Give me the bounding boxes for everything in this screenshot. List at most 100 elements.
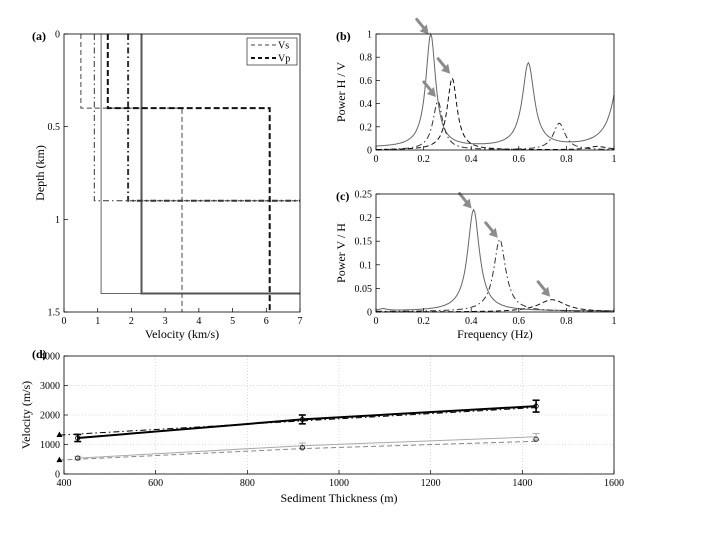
panel-d: (d) 400 600 800 1000 1200 1400 1600 0 1000 2000 3… <box>19 347 624 505</box>
panel-d-y-label: Velocity (m/s) <box>19 381 33 449</box>
panel-c-series <box>375 208 615 313</box>
x-tick-label: 0.2 <box>417 316 430 327</box>
panel-b-frame <box>375 33 615 151</box>
circle-marker <box>533 436 539 442</box>
panel-label-d: (d) <box>32 347 47 361</box>
peak-arrow-head <box>419 24 429 35</box>
panel-a: (a) 0 1 2 3 4 5 6 7 0 0.5 1 1.5 Velocity (km/s) De… <box>32 29 303 341</box>
y-tick-label: 0 <box>367 146 372 157</box>
x-tick-label: 4 <box>196 316 201 327</box>
x-tick-label: 7 <box>298 316 303 327</box>
circle-marker <box>75 455 81 461</box>
x-tick-label: 1600 <box>604 478 624 489</box>
panel-a-x-ticks: 0 1 2 3 4 5 6 7 <box>62 308 303 327</box>
peak-arrow-head <box>541 286 551 297</box>
y-tick-label: 0.25 <box>355 190 373 201</box>
panel-b-arrows <box>415 17 451 97</box>
profile-vp-line <box>106 34 271 312</box>
x-tick-label: 400 <box>57 478 72 489</box>
y-tick-label: 1000 <box>40 440 60 451</box>
x-tick-label: 600 <box>148 478 163 489</box>
y-tick-label: 0 <box>55 470 60 481</box>
x-tick-label: 0.8 <box>560 154 573 165</box>
panel-d-series <box>56 399 540 463</box>
panel-c-y-label: Power V / H <box>334 223 348 283</box>
panel-a-frame <box>63 33 301 313</box>
x-tick-label: 0.4 <box>465 316 478 327</box>
panel-label-a: (a) <box>32 29 46 43</box>
y-tick-label: 0.15 <box>355 237 373 248</box>
spectrum-dashed-line <box>375 76 615 151</box>
panel-a-legend: Vs Vp <box>246 37 298 66</box>
trend-vp-line <box>77 405 537 439</box>
panel-a-series <box>80 34 300 312</box>
x-tick-label: 2 <box>129 316 134 327</box>
panel-a-x-label: Velocity (km/s) <box>145 327 219 341</box>
panel-d-grid <box>63 355 615 475</box>
panel-d-frame <box>63 355 615 475</box>
trend-vs-line <box>77 436 537 459</box>
peak-arrow-head <box>488 227 498 238</box>
y-tick-label: 0 <box>55 30 60 41</box>
x-tick-label: 1400 <box>512 478 532 489</box>
y-tick-label: 0.6 <box>360 76 373 87</box>
y-tick-label: 4000 <box>40 352 60 363</box>
panel-d-x-label: Sediment Thickness (m) <box>280 491 397 505</box>
profile-vs-line <box>80 34 183 312</box>
y-tick-label: 0.5 <box>48 122 61 133</box>
circle-marker <box>299 416 305 423</box>
panel-a-y-ticks: 0 0.5 1 1.5 <box>48 30 68 319</box>
y-tick-label: 1.5 <box>48 308 61 319</box>
peak-arrow-head <box>426 86 436 97</box>
x-tick-label: 0.2 <box>417 154 430 165</box>
x-tick-label: 1200 <box>421 478 441 489</box>
x-tick-label: 5 <box>230 316 235 327</box>
triangle-marker <box>56 456 63 463</box>
spectrum-dashed-line <box>376 299 615 313</box>
panel-c-x-ticks: 0 0.2 0.4 0.6 0.8 1 <box>374 308 617 327</box>
y-tick-label: 1 <box>367 30 372 41</box>
panel-label-b: (b) <box>336 29 351 43</box>
circle-marker <box>75 435 81 441</box>
legend-label-vp: Vp <box>278 54 290 65</box>
y-tick-label: 0.8 <box>360 53 373 64</box>
x-tick-label: 1000 <box>329 478 349 489</box>
profile-vp-line <box>140 34 300 295</box>
spectrum-dashdot-line <box>376 100 614 150</box>
trend-vs-line <box>59 440 537 461</box>
x-tick-label: 800 <box>240 478 255 489</box>
trend-vp-line <box>59 407 537 436</box>
peak-arrow-head <box>441 63 451 74</box>
panel-a-y-label: Depth (km) <box>33 145 47 201</box>
panel-b: (b) 0 0.2 0.4 0.6 0.8 1 0 0.2 0.4 0.6 0.8 1 Power … <box>334 17 617 165</box>
y-tick-label: 0.2 <box>360 122 373 133</box>
panel-c-y-ticks: 0 0.05 0.1 0.15 0.2 0.25 <box>355 190 380 319</box>
x-tick-label: 0.4 <box>465 154 478 165</box>
profile-vp-line <box>127 34 300 202</box>
y-tick-label: 2000 <box>40 411 60 422</box>
y-tick-label: 3000 <box>40 381 60 392</box>
x-tick-label: 6 <box>264 316 269 327</box>
x-tick-label: 3 <box>163 316 168 327</box>
panel-c-frame <box>375 193 615 313</box>
circle-marker <box>299 445 305 451</box>
panel-c-arrows <box>458 192 551 297</box>
legend-box <box>246 37 298 66</box>
y-tick-label: 0.1 <box>360 260 373 271</box>
x-tick-label: 0 <box>374 316 379 327</box>
panel-b-x-ticks: 0 0.2 0.4 0.6 0.8 1 <box>374 146 617 165</box>
spectrum-dashdot-line <box>376 238 614 312</box>
peak-arrow-head <box>462 198 472 209</box>
panel-d-y-ticks: 0 1000 2000 3000 4000 <box>40 352 68 481</box>
x-tick-label: 0 <box>374 154 379 165</box>
y-tick-label: 0.4 <box>360 99 373 110</box>
panel-c-x-label: Frequency (Hz) <box>457 327 533 341</box>
spectrum-solid-line <box>376 32 615 147</box>
y-tick-label: 0 <box>367 308 372 319</box>
circle-marker <box>533 403 539 409</box>
y-tick-label: 1 <box>55 215 60 226</box>
x-tick-label: 1 <box>612 316 617 327</box>
profile-vs-line <box>93 34 300 202</box>
x-tick-label: 0.8 <box>560 316 573 327</box>
